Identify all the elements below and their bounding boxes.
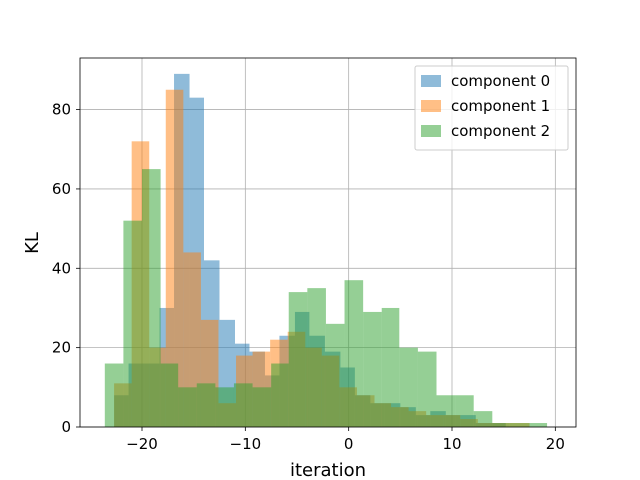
legend-swatch [421,125,441,137]
histogram-bar-series-2 [344,280,364,427]
histogram-bar-series-2 [215,387,234,427]
legend-swatch [421,75,441,87]
histogram-bar-series-2 [307,288,326,427]
y-tick-label: 40 [52,259,71,277]
histogram-bar-series-2 [436,395,456,427]
histogram-bar-series-2 [142,169,161,427]
histogram-bar-series-2 [160,363,179,427]
legend-entry-label: component 1 [451,97,550,115]
histogram-bar-series-2 [455,395,474,427]
histogram-bar-series-2 [528,423,548,427]
histogram-bar-series-2 [381,307,400,427]
histogram-bar-series-2 [271,363,289,427]
x-axis-label: iteration [290,460,366,480]
histogram-bar-series-2 [196,383,216,427]
x-tick-label: −10 [230,435,262,453]
y-tick-label: 0 [61,418,71,436]
y-tick-label: 60 [52,180,71,198]
histogram-bar-series-2 [252,387,272,427]
histogram-bar-series-2 [178,387,197,427]
x-tick-label: −20 [126,435,158,453]
axes-frame [79,57,577,428]
plot-area: −20 −10 0 10 20 0 20 40 60 80 [52,57,577,453]
legend-box [414,65,569,151]
histogram-bar-series-2 [399,347,418,427]
histogram-bar-series-1 [183,252,201,427]
x-tick-label: 0 [344,435,354,453]
histogram-bar-series-2 [123,220,142,427]
histogram-bar-series-2 [473,411,493,427]
legend-entry-label: component 0 [451,72,550,90]
histogram-bar-series-2 [363,311,382,427]
y-axis-label: KL [22,232,43,254]
histogram-bar-series-2 [417,351,437,427]
legend-swatch [421,100,441,112]
histogram-bar-series-2 [288,292,308,427]
histogram-bar-series-1 [165,89,184,427]
y-tick-label: 80 [52,101,71,119]
histogram-bar-series-2 [104,363,124,427]
y-tick-label: 20 [52,339,71,357]
legend-entry-label: component 2 [451,122,550,140]
histogram-bar-series-2 [325,323,345,427]
x-tick-label: 10 [442,435,461,453]
histogram-bar-series-2 [233,383,253,427]
histogram-bar-series-2 [509,423,529,427]
histogram-bar-series-2 [492,423,510,427]
x-tick-label: 20 [546,435,565,453]
legend: component 0 component 1 component 2 [414,65,569,151]
